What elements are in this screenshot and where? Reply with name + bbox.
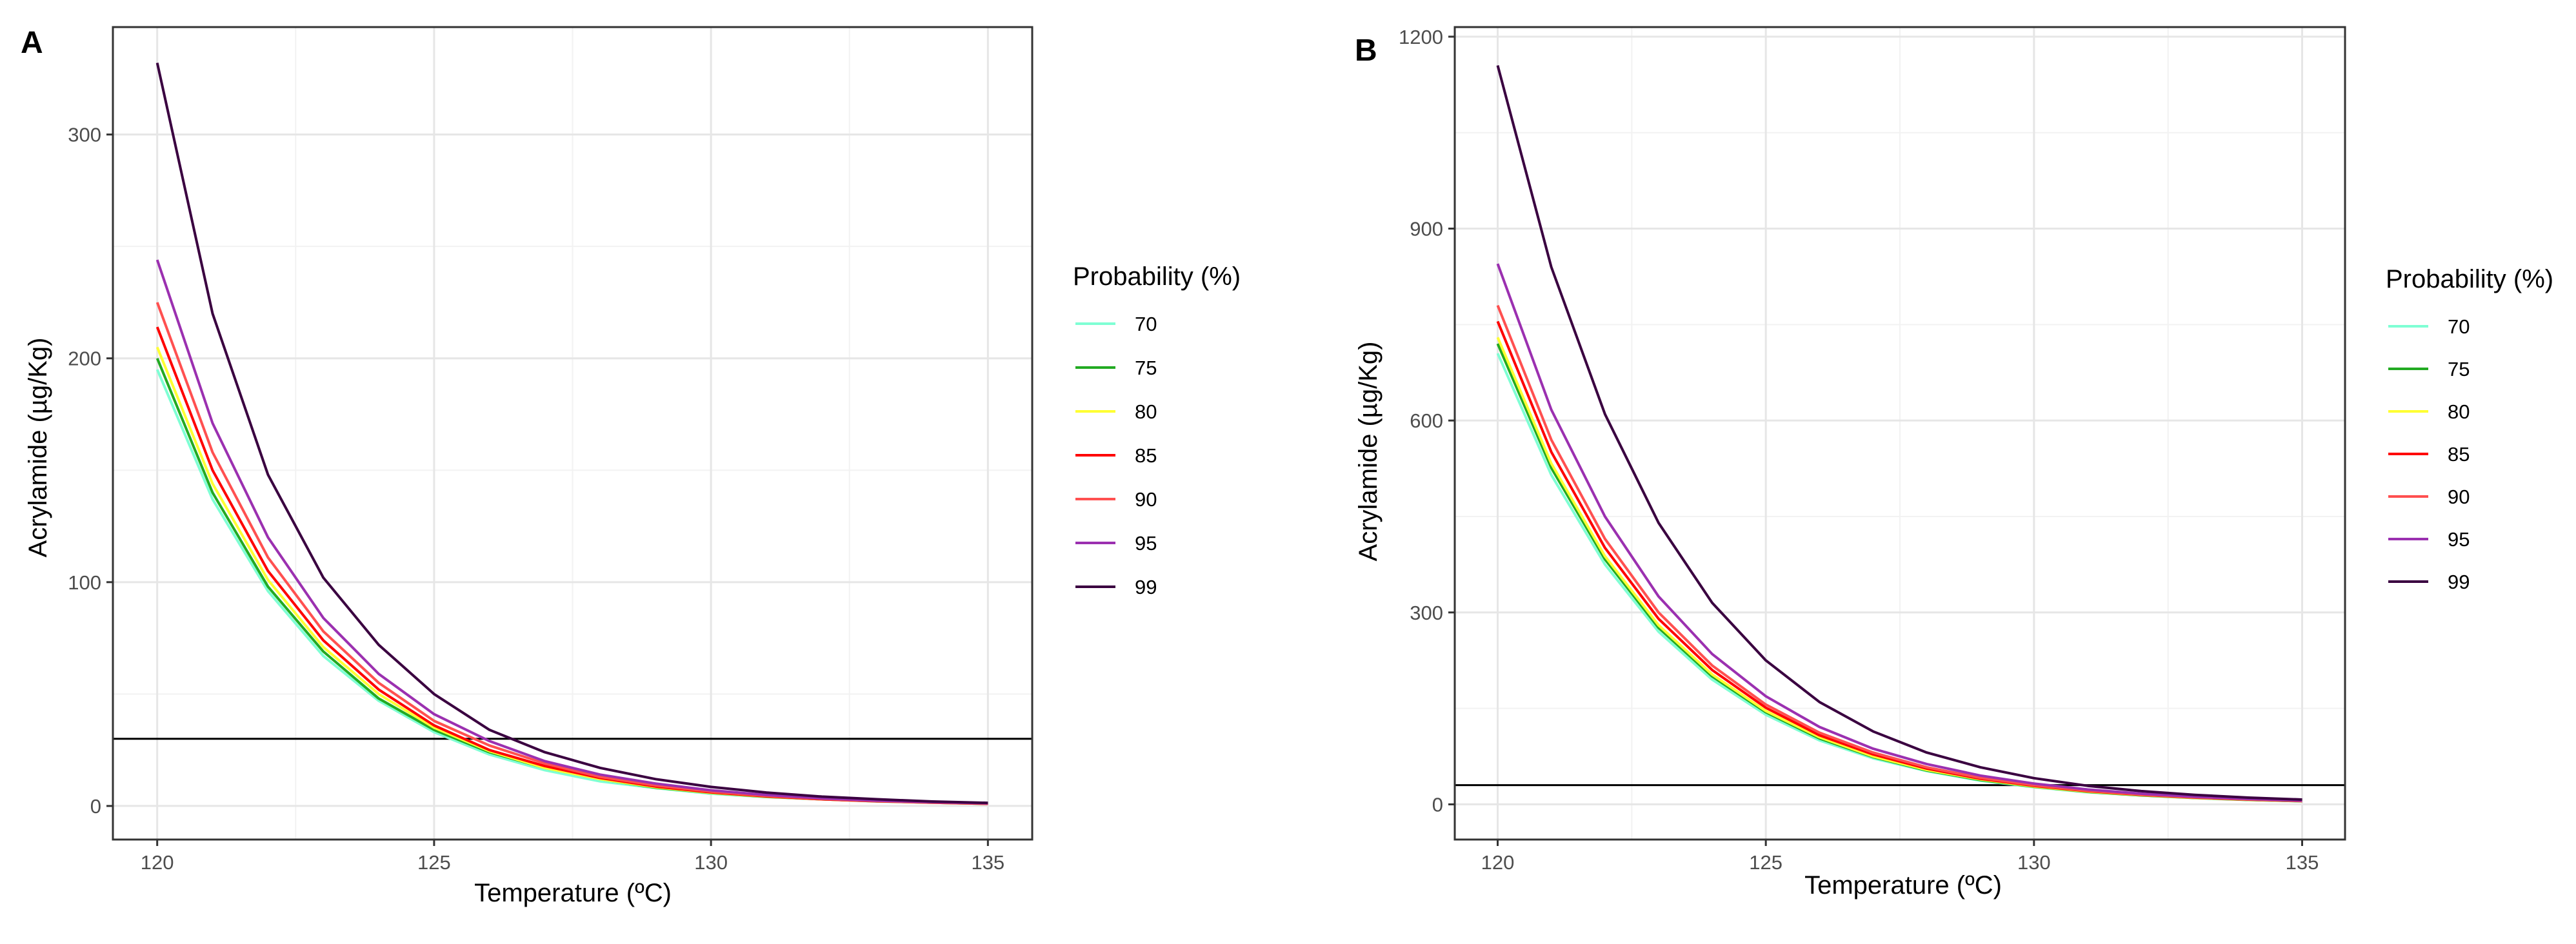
panel-a-legend-label-90: 90 — [1135, 488, 1157, 511]
panel-a-y-axis-title: Acrylamide (µg/Kg) — [24, 338, 52, 558]
panel-b-legend: Probability (%) 70 75 80 85 90 95 99 — [2386, 265, 2553, 593]
panel-b-letter: B — [1355, 34, 1377, 68]
panel-a-x-tick-label: 130 — [694, 851, 728, 874]
panel-b-legend-title: Probability (%) — [2386, 265, 2553, 293]
panel-b-legend-label-99: 99 — [2448, 571, 2470, 593]
panel-a-letter: A — [21, 26, 43, 60]
panel-a-legend: Probability (%) 70 75 80 85 90 95 99 — [1073, 262, 1241, 598]
panel-b-x-axis-title: Temperature (ºC) — [1804, 871, 2002, 900]
panel-b-legend-label-95: 95 — [2448, 528, 2470, 551]
panel-b-panel-border — [1453, 26, 2346, 841]
panel-b-x-tick-label: 120 — [1481, 851, 1515, 874]
panel-a-legend-label-99: 99 — [1135, 576, 1157, 598]
panel-a-x-axis-title: Temperature (ºC) — [474, 879, 672, 907]
panel-a-legend-label-80: 80 — [1135, 400, 1157, 423]
panel-b-legend-label-90: 90 — [2448, 486, 2470, 508]
panel-a-x-tick-label: 120 — [141, 851, 174, 874]
panel-a-y-tick-label: 0 — [90, 795, 101, 818]
panel-b-legend-label-75: 75 — [2448, 358, 2470, 380]
panel-a-legend-label-95: 95 — [1135, 532, 1157, 555]
panel-b-legend-label-85: 85 — [2448, 443, 2470, 466]
panel-b-y-tick-label: 0 — [1432, 793, 1443, 816]
panel-b-y-tick-label: 1200 — [1399, 26, 1443, 48]
panel-a-legend-title: Probability (%) — [1073, 262, 1241, 291]
panel-a-y-tick-label: 200 — [68, 348, 101, 370]
panel-a: A Acrylamide (µg/Kg) Temperature (ºC) 12… — [21, 26, 1241, 907]
panel-b-legend-label-80: 80 — [2448, 400, 2470, 423]
panel-b-series-line-95 — [1496, 263, 2302, 802]
panel-b-legend-label-70: 70 — [2448, 315, 2470, 338]
panel-a-legend-label-85: 85 — [1135, 444, 1157, 467]
panel-b-y-tick-label: 600 — [1410, 409, 1443, 432]
panel-b-y-axis-title: Acrylamide (µg/Kg) — [1354, 342, 1383, 562]
panel-b-plot-area: 120 125 130 135 0 300 600 900 1200 — [1399, 26, 2346, 874]
panel-b-x-tick-label: 125 — [1749, 851, 1782, 874]
panel-a-legend-label-75: 75 — [1135, 357, 1157, 379]
panel-a-x-tick-label: 125 — [417, 851, 451, 874]
panel-a-legend-label-70: 70 — [1135, 313, 1157, 335]
panel-a-panel-border — [112, 26, 1033, 841]
panel-b-y-tick-label: 900 — [1410, 218, 1443, 241]
panel-a-series-line-95 — [155, 259, 988, 805]
panel-b: B Acrylamide (µg/Kg) Temperature (ºC) 12… — [1354, 26, 2553, 900]
panel-b-y-tick-label: 300 — [1410, 602, 1443, 624]
panel-b-x-tick-label: 135 — [2286, 851, 2319, 874]
panel-b-x-tick-label: 130 — [2017, 851, 2051, 874]
panel-b-series-line-99 — [1496, 64, 2302, 801]
panel-a-y-tick-label: 300 — [68, 124, 101, 146]
panel-a-y-tick-label: 100 — [68, 571, 101, 594]
panel-a-plot-area: 120 125 130 135 0 100 200 300 — [68, 26, 1033, 874]
panel-a-series-line-99 — [155, 63, 988, 805]
panel-a-x-tick-label: 135 — [971, 851, 1004, 874]
